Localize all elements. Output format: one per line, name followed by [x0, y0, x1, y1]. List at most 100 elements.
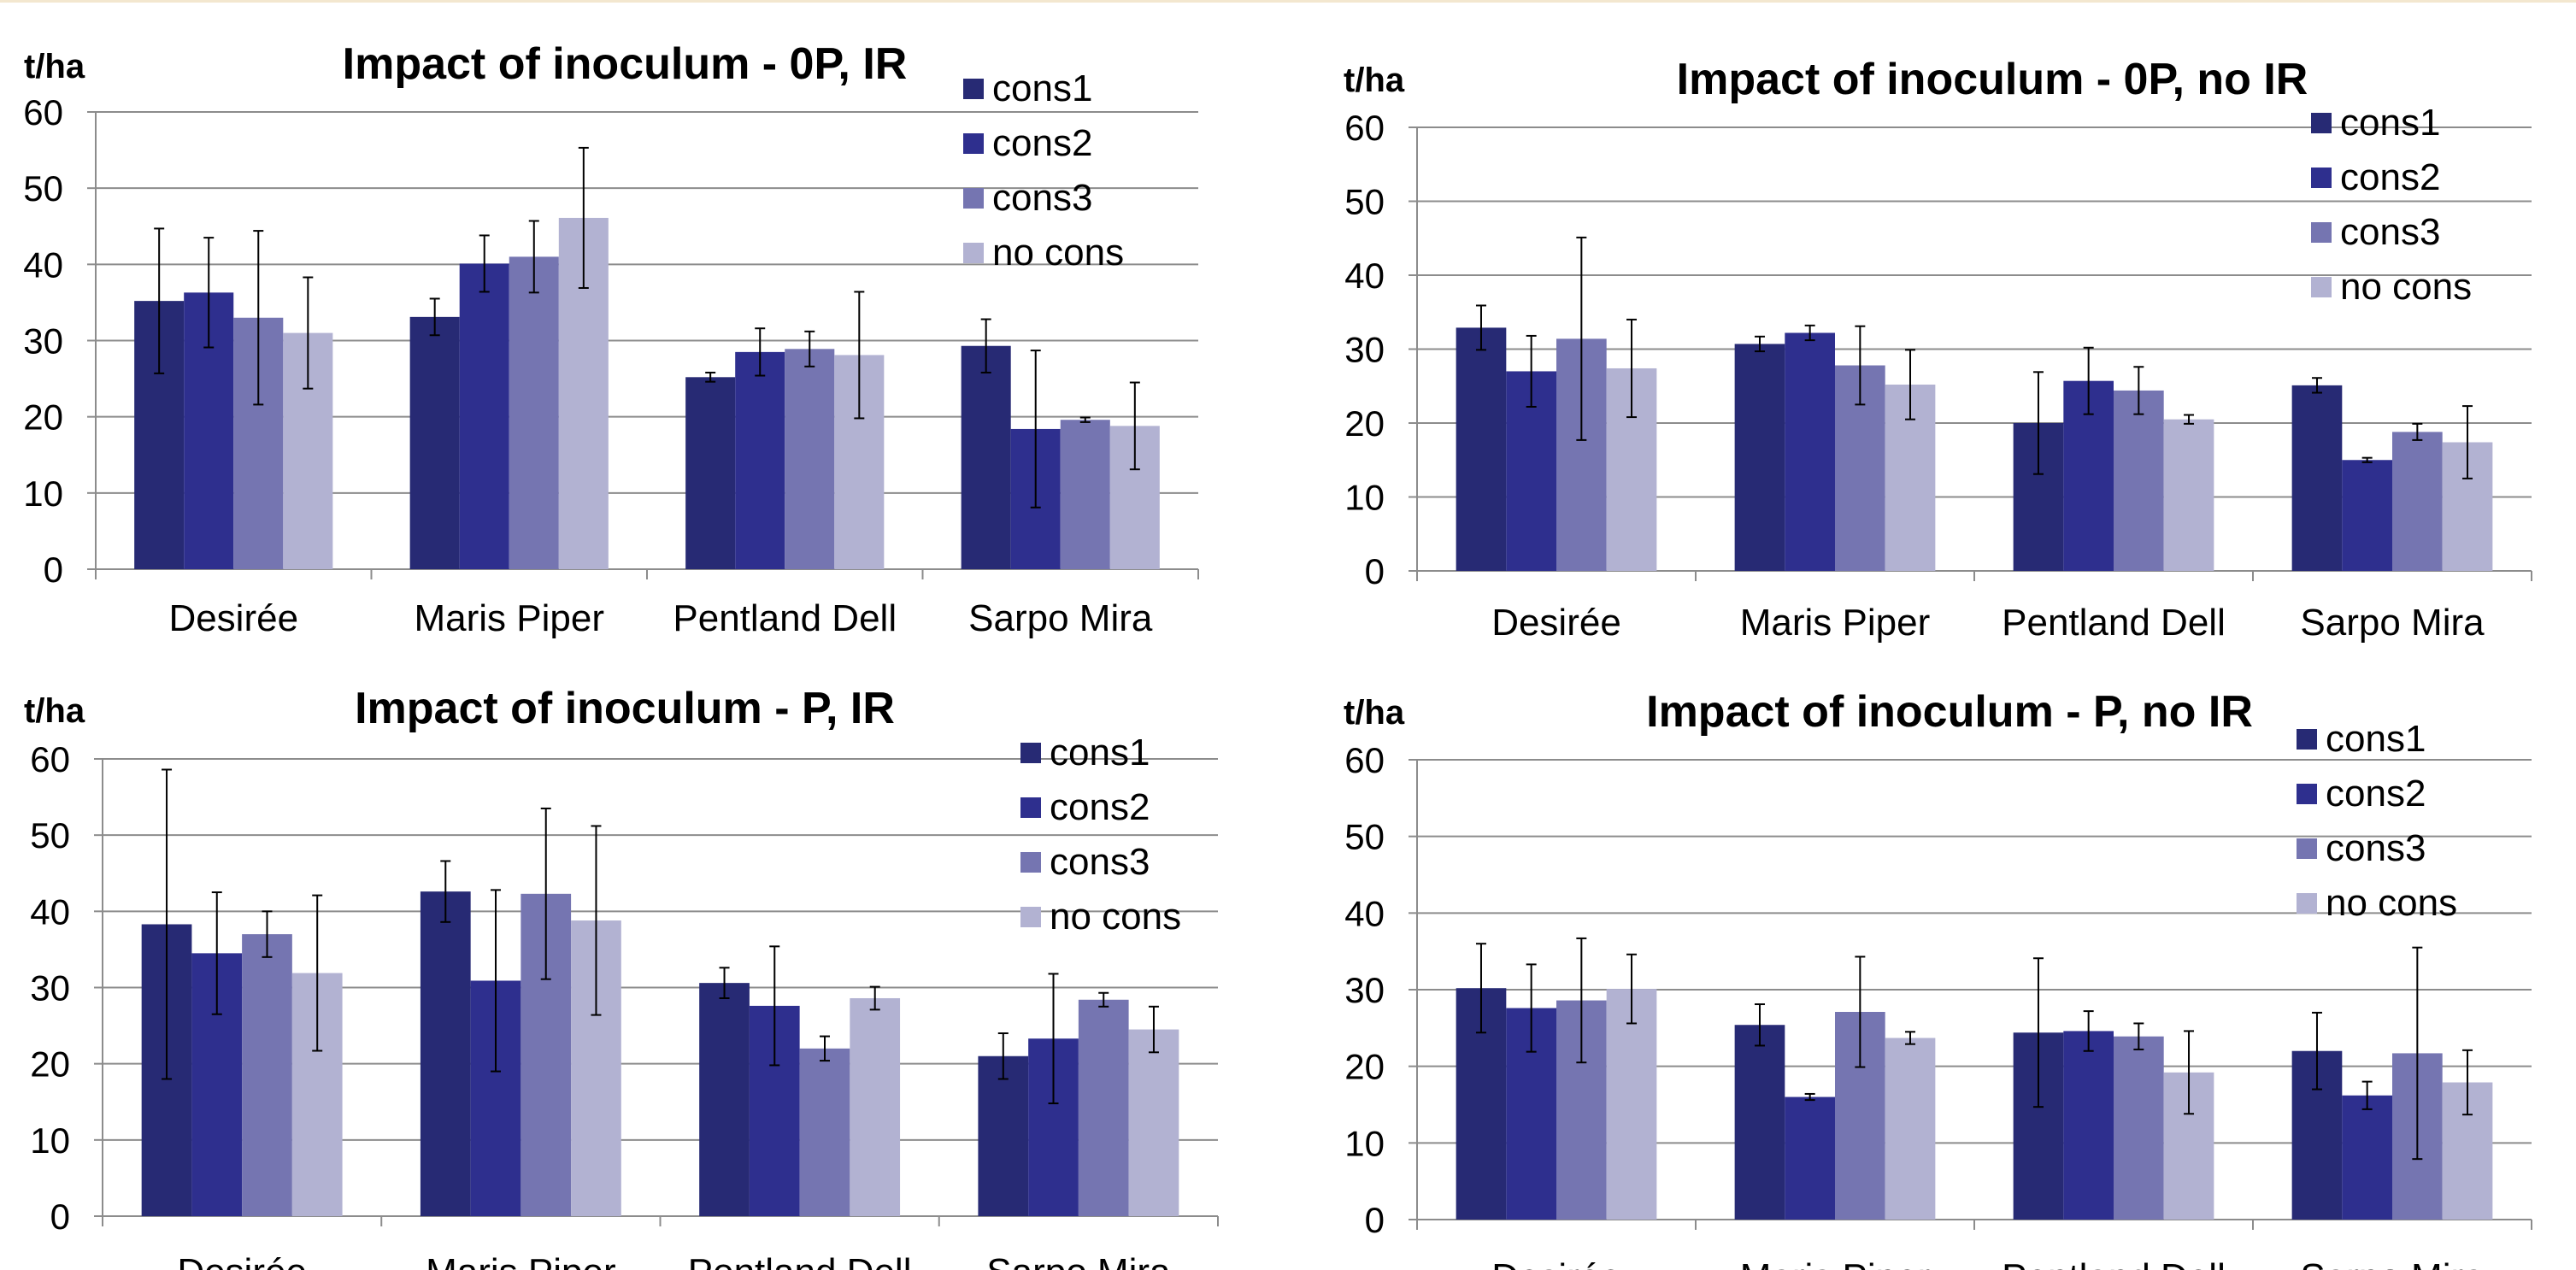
legend-label-cons3: cons3 — [992, 177, 1092, 219]
category-label: Sarpo Mira — [986, 1251, 1171, 1270]
legend-label-no-cons: no cons — [2326, 882, 2457, 924]
bar-cons2 — [459, 263, 509, 569]
category-label: Sarpo Mira — [2300, 1256, 2485, 1270]
legend-swatch-cons3 — [2297, 838, 2317, 859]
y-tick-label: 10 — [30, 1120, 70, 1161]
bar-cons3 — [1060, 420, 1110, 569]
bar-cons2 — [1785, 332, 1835, 571]
y-axis-unit-label: t/ha — [1344, 694, 1405, 732]
category-label: Pentland Dell — [2002, 602, 2226, 644]
chart-title: Impact of inoculum - P, IR — [355, 684, 895, 733]
y-tick-label: 10 — [23, 473, 63, 514]
legend-label-cons3: cons3 — [2340, 211, 2440, 253]
category-label: Desirée — [168, 597, 298, 639]
bar-cons1 — [2291, 385, 2343, 571]
y-tick-label: 0 — [1365, 551, 1385, 591]
bar-no-cons — [1128, 1029, 1179, 1216]
bar-cons3 — [785, 349, 835, 569]
chart-p-ir: Impact of inoculum - P, IR t/ha 0 10 20 30 40 5… — [24, 684, 1219, 1270]
category-label: Pentland Dell — [2002, 1256, 2226, 1270]
bar-cons1 — [409, 316, 460, 569]
chart-p-no-ir: Impact of inoculum - P, no IR t/ha 0 10 20 30… — [1344, 687, 2532, 1270]
y-tick-label: 0 — [44, 550, 63, 590]
legend-label-cons2: cons2 — [2326, 773, 2426, 814]
legend-swatch-no-cons — [963, 243, 984, 263]
bar-cons3 — [799, 1048, 850, 1216]
y-tick-label: 10 — [1344, 1123, 1385, 1163]
y-tick-label: 30 — [23, 321, 63, 362]
category-label: Maris Piper — [415, 597, 605, 639]
legend-label-no-cons: no cons — [1050, 896, 1181, 938]
legend-swatch-cons3 — [1020, 852, 1041, 873]
y-tick-label: 60 — [1344, 108, 1385, 148]
legend-swatch-cons3 — [2311, 222, 2332, 243]
bar-cons1 — [420, 891, 471, 1216]
bar-cons3 — [509, 256, 559, 569]
bar-cons1 — [699, 983, 750, 1216]
bar-cons3 — [2392, 432, 2443, 571]
legend-swatch-cons2 — [2311, 168, 2332, 188]
y-axis-unit-label: t/ha — [24, 692, 85, 730]
legend-label-cons3: cons3 — [1050, 841, 1150, 883]
y-tick-label: 30 — [1344, 970, 1385, 1010]
legend-label-cons1: cons1 — [2326, 718, 2426, 760]
y-tick-label: 0 — [50, 1197, 70, 1237]
legend-label-cons1: cons1 — [992, 68, 1092, 109]
category-label: Maris Piper — [1740, 602, 1931, 644]
legend-label-cons2: cons2 — [2340, 156, 2440, 198]
y-tick-label: 20 — [1344, 403, 1385, 444]
chart-0p-ir: Impact of inoculum - 0P, IR t/ha 0 10 20 30 40… — [23, 39, 1199, 639]
y-tick-label: 30 — [1344, 330, 1385, 370]
top-border-line — [0, 0, 2576, 3]
bar-cons2 — [1785, 1097, 1835, 1220]
y-tick-label: 20 — [1344, 1047, 1385, 1087]
y-axis-unit-label: t/ha — [24, 48, 85, 85]
bar-no-cons — [850, 997, 901, 1216]
legend-swatch-cons1 — [1020, 743, 1041, 763]
category-label: Pentland Dell — [688, 1251, 912, 1270]
bar-cons1 — [1456, 327, 1507, 571]
legend-label-cons2: cons2 — [992, 122, 1092, 164]
y-tick-label: 20 — [23, 397, 63, 438]
legend-swatch-cons2 — [2297, 784, 2317, 804]
y-tick-label: 0 — [1365, 1200, 1385, 1240]
y-tick-label: 40 — [1344, 256, 1385, 296]
legend-label-cons1: cons1 — [1050, 732, 1150, 773]
legend-label-cons1: cons1 — [2340, 102, 2440, 144]
bar-cons1 — [1734, 344, 1785, 571]
bar-cons1 — [1734, 1025, 1785, 1220]
category-label: Maris Piper — [426, 1251, 616, 1270]
category-label: Desirée — [1491, 602, 1621, 644]
category-label: Sarpo Mira — [2300, 602, 2485, 644]
legend-swatch-cons3 — [963, 188, 984, 209]
legend-swatch-cons1 — [2297, 729, 2317, 750]
legend-label-cons3: cons3 — [2326, 827, 2426, 869]
chart-title: Impact of inoculum - 0P, no IR — [1677, 55, 2308, 104]
bar-no-cons — [2163, 419, 2214, 571]
chart-title: Impact of inoculum - P, no IR — [1646, 687, 2253, 737]
legend-label-no-cons: no cons — [2340, 266, 2472, 308]
bar-cons2 — [2342, 1095, 2392, 1220]
legend-swatch-no-cons — [2311, 277, 2332, 297]
bar-no-cons — [1606, 989, 1657, 1220]
legend-swatch-no-cons — [1020, 907, 1041, 927]
category-label: Pentland Dell — [673, 597, 897, 639]
y-tick-label: 50 — [1344, 817, 1385, 857]
chart-title: Impact of inoculum - 0P, IR — [343, 39, 908, 89]
y-tick-label: 50 — [30, 815, 70, 855]
y-tick-label: 60 — [23, 92, 63, 132]
category-label: Maris Piper — [1740, 1256, 1931, 1270]
category-label: Desirée — [1491, 1256, 1621, 1270]
y-tick-label: 20 — [30, 1044, 70, 1085]
legend-swatch-no-cons — [2297, 893, 2317, 914]
bar-cons2 — [2063, 1031, 2114, 1220]
legend-label-no-cons: no cons — [992, 232, 1124, 273]
legend-swatch-cons1 — [963, 79, 984, 99]
bar-cons1 — [685, 377, 736, 569]
bar-cons2 — [735, 351, 785, 569]
category-label: Desirée — [177, 1251, 307, 1270]
legend-swatch-cons2 — [1020, 797, 1041, 818]
bar-cons1 — [978, 1055, 1029, 1216]
y-tick-label: 60 — [30, 739, 70, 779]
y-tick-label: 10 — [1344, 478, 1385, 518]
